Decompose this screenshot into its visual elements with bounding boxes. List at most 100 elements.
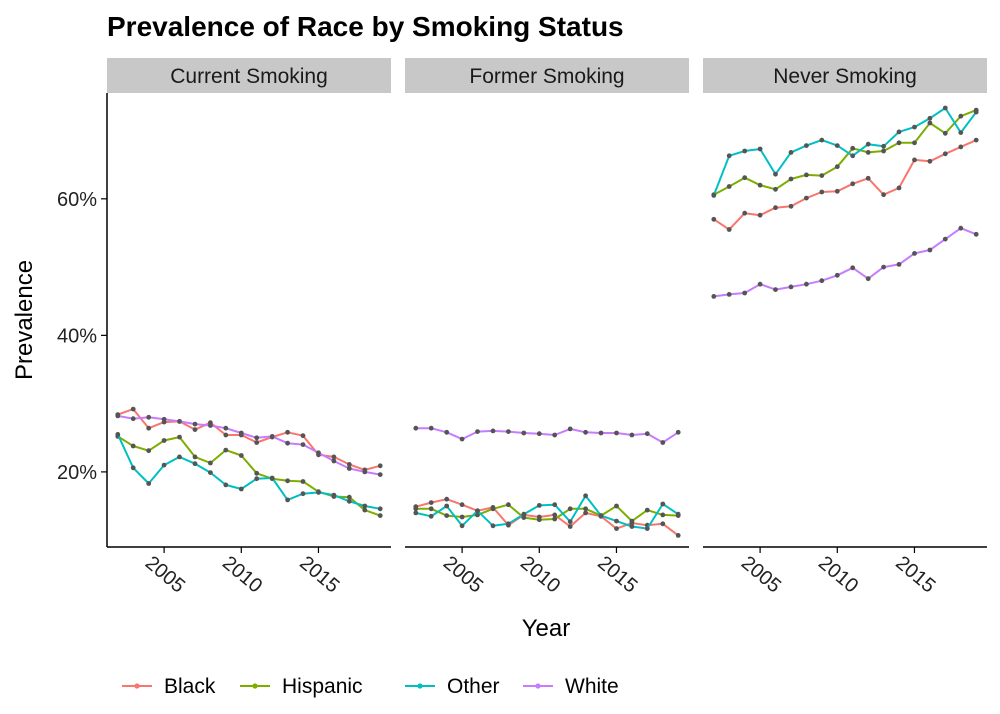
point-never-smoking-other-2016	[927, 115, 933, 121]
line-current-smoking-other	[116, 433, 381, 510]
point-former-smoking-other-2018	[660, 501, 666, 507]
point-former-smoking-black-2018	[660, 521, 666, 527]
point-former-smoking-hispanic-2008	[506, 502, 511, 508]
point-never-smoking-white-2011	[850, 265, 856, 271]
point-current-smoking-other-2013	[285, 497, 290, 503]
x-tick-label-never-smoking-2005: 2005	[737, 552, 785, 597]
point-current-smoking-hispanic-2017	[346, 494, 352, 500]
point-former-smoking-white-2006	[475, 429, 480, 434]
point-former-smoking-hispanic-2017	[644, 507, 650, 513]
point-never-smoking-black-2011	[850, 181, 856, 187]
point-never-smoking-other-2017	[942, 105, 948, 111]
point-never-smoking-other-2006	[773, 171, 778, 177]
point-never-smoking-black-2010	[834, 188, 840, 194]
point-current-smoking-other-2018	[362, 503, 368, 509]
point-never-smoking-black-2014	[896, 185, 902, 191]
point-never-smoking-white-2010	[834, 272, 840, 278]
point-current-smoking-other-2017	[346, 498, 352, 504]
point-never-smoking-other-2015	[912, 124, 917, 130]
point-never-smoking-hispanic-2011	[850, 145, 856, 151]
point-never-smoking-hispanic-2017	[942, 130, 948, 136]
legend-black-label: Black	[164, 675, 216, 698]
point-current-smoking-other-2016	[331, 492, 337, 498]
point-never-smoking-other-2009	[819, 137, 825, 143]
point-current-smoking-hispanic-2007	[192, 454, 198, 460]
point-former-smoking-other-2015	[614, 518, 619, 524]
point-former-smoking-other-2002	[413, 510, 419, 516]
point-current-smoking-black-2016	[331, 454, 337, 460]
point-never-smoking-black-2004	[742, 210, 748, 216]
point-former-smoking-hispanic-2004	[444, 513, 450, 518]
point-former-smoking-hispanic-2005	[459, 514, 465, 520]
point-never-smoking-black-2003	[726, 227, 732, 232]
point-former-smoking-hispanic-2010	[536, 517, 542, 523]
point-former-smoking-black-2013	[583, 510, 588, 516]
point-never-smoking-white-2015	[912, 251, 917, 256]
point-never-smoking-hispanic-2015	[912, 140, 917, 146]
point-never-smoking-white-2002	[711, 294, 717, 299]
point-never-smoking-hispanic-2012	[865, 150, 871, 155]
point-current-smoking-other-2009	[223, 482, 229, 488]
point-current-smoking-other-2010	[238, 486, 244, 492]
point-current-smoking-white-2010	[238, 430, 244, 436]
line-current-smoking-white	[117, 414, 381, 476]
point-former-smoking-hispanic-2003	[428, 506, 434, 512]
point-never-smoking-white-2018	[958, 225, 964, 231]
point-former-smoking-hispanic-2018	[660, 512, 666, 518]
point-former-smoking-other-2012	[567, 519, 573, 525]
point-current-smoking-white-2008	[208, 423, 213, 428]
point-current-smoking-white-2005	[161, 416, 167, 422]
line-former-smoking-other	[415, 494, 679, 530]
point-former-smoking-other-2005	[459, 523, 465, 529]
point-current-smoking-other-2002	[115, 432, 121, 437]
x-tick-label-former-smoking-2005: 2005	[439, 552, 487, 597]
point-current-smoking-other-2006	[177, 454, 182, 460]
point-current-smoking-black-2011	[254, 440, 260, 445]
point-never-smoking-black-2015	[912, 157, 917, 163]
point-former-smoking-black-2005	[459, 502, 465, 508]
point-former-smoking-white-2004	[444, 429, 450, 435]
point-former-smoking-black-2015	[614, 526, 619, 531]
point-never-smoking-other-2008	[804, 143, 809, 149]
point-current-smoking-hispanic-2005	[161, 438, 167, 443]
point-never-smoking-other-2013	[881, 143, 886, 149]
point-former-smoking-other-2003	[428, 513, 434, 519]
legend: Black Hispanic Other White	[122, 675, 619, 698]
point-former-smoking-black-2019	[675, 533, 681, 538]
point-never-smoking-other-2004	[742, 148, 748, 154]
point-former-smoking-white-2012	[567, 426, 573, 432]
point-never-smoking-other-2010	[834, 143, 840, 149]
legend-hispanic-label: Hispanic	[282, 675, 363, 698]
point-never-smoking-black-2005	[757, 212, 763, 218]
x-tick-label-never-smoking-2015: 2015	[891, 552, 939, 597]
point-never-smoking-white-2012	[865, 276, 871, 282]
point-former-smoking-hispanic-2009	[521, 515, 527, 520]
legend-white-swatch-point	[535, 683, 541, 689]
line-current-smoking-black	[117, 408, 381, 471]
point-current-smoking-white-2016	[331, 458, 337, 464]
point-former-smoking-black-2004	[444, 496, 450, 502]
point-current-smoking-white-2011	[254, 435, 260, 441]
y-axis: 20% 40% 60%	[57, 93, 108, 547]
point-never-smoking-white-2004	[742, 290, 748, 296]
point-former-smoking-other-2006	[475, 508, 480, 514]
y-tick-label-2: 60%	[57, 189, 97, 211]
point-former-smoking-other-2007	[490, 523, 496, 529]
point-current-smoking-black-2004	[146, 425, 152, 431]
point-never-smoking-hispanic-2006	[773, 186, 778, 192]
point-former-smoking-other-2010	[536, 503, 542, 508]
point-current-smoking-hispanic-2008	[208, 460, 213, 466]
legend-hispanic-swatch-point	[252, 683, 258, 689]
point-current-smoking-white-2018	[362, 469, 368, 475]
point-never-smoking-hispanic-2009	[819, 173, 825, 179]
point-never-smoking-black-2007	[788, 203, 794, 209]
point-former-smoking-white-2015	[614, 430, 619, 436]
strip-current-smoking-background	[107, 58, 391, 93]
point-current-smoking-other-2005	[161, 462, 167, 468]
point-former-smoking-other-2017	[644, 526, 650, 531]
point-never-smoking-black-2017	[942, 151, 948, 157]
point-never-smoking-hispanic-2016	[927, 120, 933, 126]
point-former-smoking-other-2009	[521, 511, 527, 517]
point-current-smoking-black-2013	[285, 429, 290, 435]
